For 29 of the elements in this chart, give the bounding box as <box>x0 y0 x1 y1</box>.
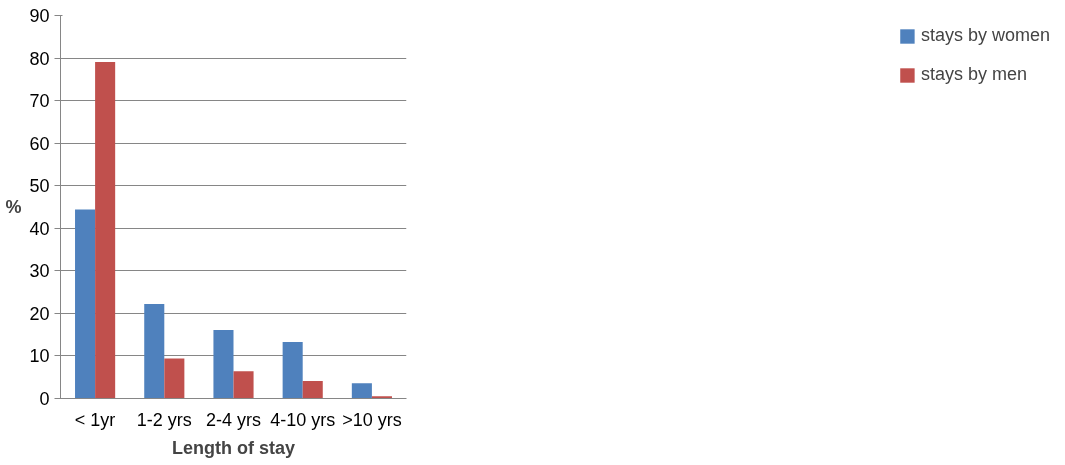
bar <box>282 341 303 399</box>
y-tick-label: 0 <box>39 389 50 409</box>
x-tick-label: 1-2 yrs <box>136 409 192 430</box>
y-tick-label: 30 <box>29 261 50 282</box>
bar <box>164 358 185 399</box>
y-tick-label: 70 <box>29 91 50 112</box>
y-tick-label: 10 <box>29 346 50 367</box>
y-tick-label: 20 <box>29 303 50 324</box>
x-tick-label: >10 yrs <box>342 409 402 430</box>
bar <box>351 383 372 399</box>
legend-label: stays by women <box>920 25 1050 46</box>
y-tick-label: 80 <box>29 48 50 69</box>
bar <box>302 381 323 399</box>
y-tick-label: 40 <box>29 218 50 239</box>
y-axis-title: % <box>5 197 22 217</box>
bar <box>144 304 165 399</box>
bar <box>75 209 96 399</box>
y-tick-label: 50 <box>29 176 50 197</box>
x-axis-title: Length of stay <box>172 437 296 458</box>
legend-label: stays by men <box>920 64 1027 85</box>
y-tick-label: 60 <box>29 133 50 154</box>
bar <box>213 329 234 399</box>
x-tick-label: 2-4 yrs <box>205 409 262 430</box>
y-tick-label: 90 <box>29 6 50 26</box>
bar <box>371 396 392 399</box>
x-tick-label: < 1yr <box>74 409 116 430</box>
bar <box>233 371 254 399</box>
bar <box>95 61 116 399</box>
x-tick-label: 4-10 yrs <box>270 409 336 430</box>
